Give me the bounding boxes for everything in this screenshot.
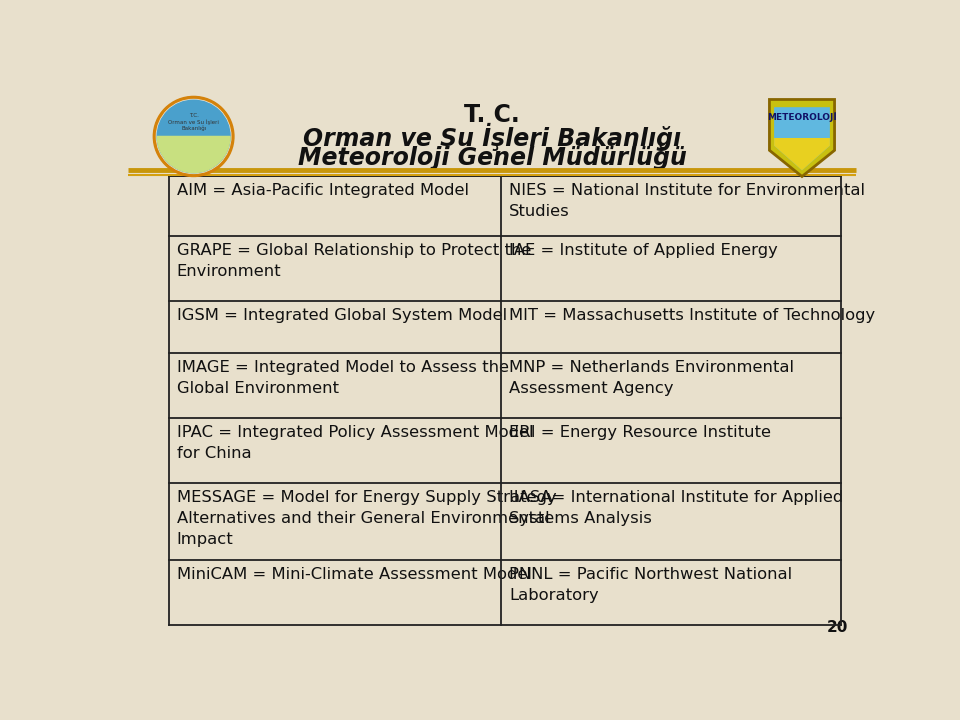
- Text: IAE = Institute of Applied Energy: IAE = Institute of Applied Energy: [509, 243, 778, 258]
- Wedge shape: [157, 137, 230, 173]
- Text: T.C.
Orman ve Su İşleri
Bakanlığı: T.C. Orman ve Su İşleri Bakanlığı: [168, 113, 219, 132]
- Text: METEOROLOJİ: METEOROLOJİ: [767, 112, 837, 122]
- Text: NIES = National Institute for Environmental
Studies: NIES = National Institute for Environmen…: [509, 183, 865, 219]
- Circle shape: [154, 96, 234, 176]
- Text: MIT = Massachusetts Institute of Technology: MIT = Massachusetts Institute of Technol…: [509, 308, 876, 323]
- Text: AIM = Asia-Pacific Integrated Model: AIM = Asia-Pacific Integrated Model: [177, 183, 468, 198]
- Text: MiniCAM = Mini-Climate Assessment Model: MiniCAM = Mini-Climate Assessment Model: [177, 567, 532, 582]
- Circle shape: [156, 99, 230, 174]
- Text: T. C.: T. C.: [464, 104, 520, 127]
- Text: ERI = Energy Resource Institute: ERI = Energy Resource Institute: [509, 425, 771, 440]
- Text: IIASA= International Institute for Applied
Systems Analysis: IIASA= International Institute for Appli…: [509, 490, 843, 526]
- Text: IGSM = Integrated Global System Model: IGSM = Integrated Global System Model: [177, 308, 507, 323]
- Polygon shape: [770, 99, 834, 176]
- Text: MNP = Netherlands Environmental
Assessment Agency: MNP = Netherlands Environmental Assessme…: [509, 360, 794, 396]
- Text: MESSAGE = Model for Energy Supply Strategy
Alternatives and their General Enviro: MESSAGE = Model for Energy Supply Strate…: [177, 490, 557, 546]
- Text: Orman ve Su İşleri Bakanlığı: Orman ve Su İşleri Bakanlığı: [303, 123, 681, 151]
- Text: IPAC = Integrated Policy Assessment Model
for China: IPAC = Integrated Policy Assessment Mode…: [177, 425, 533, 461]
- Polygon shape: [774, 138, 829, 171]
- Text: IMAGE = Integrated Model to Assess the
Global Environment: IMAGE = Integrated Model to Assess the G…: [177, 360, 509, 396]
- Text: GRAPE = Global Relationship to Protect the
Environment: GRAPE = Global Relationship to Protect t…: [177, 243, 531, 279]
- Circle shape: [157, 100, 230, 173]
- Polygon shape: [774, 107, 829, 171]
- Text: Meteoroloji Genel Müdürlüğü: Meteoroloji Genel Müdürlüğü: [298, 145, 686, 170]
- Text: 20: 20: [828, 620, 849, 634]
- Text: PNNL = Pacific Northwest National
Laboratory: PNNL = Pacific Northwest National Labora…: [509, 567, 792, 603]
